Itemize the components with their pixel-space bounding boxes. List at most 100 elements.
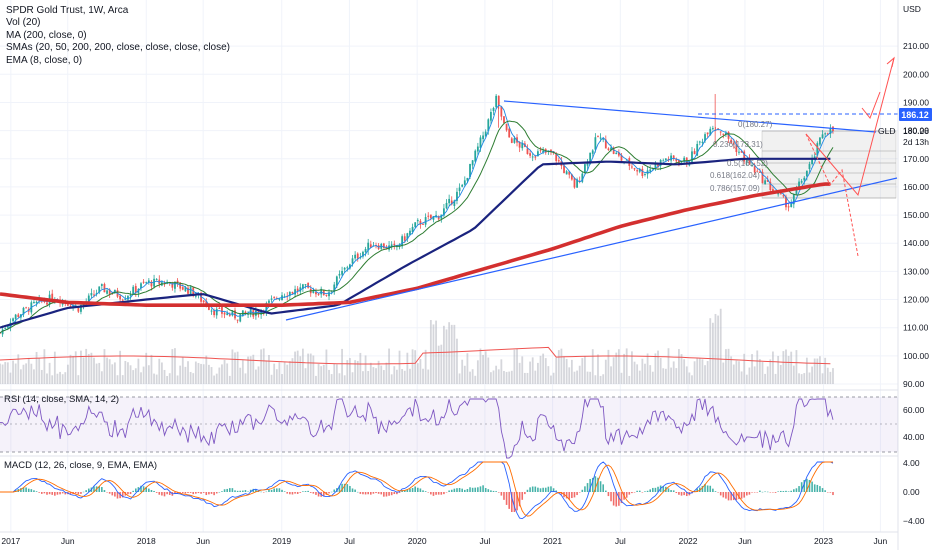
upper-trendline	[503, 100, 877, 133]
macd-histogram-bar	[200, 492, 202, 494]
candle-body	[753, 166, 756, 173]
candle-body	[591, 150, 594, 154]
macd-histogram-bar	[430, 492, 432, 495]
chart-title[interactable]: SPDR Gold Trust, 1W, Arca	[6, 5, 129, 16]
volume-bar	[537, 362, 539, 384]
volume-bar	[672, 361, 675, 384]
rsi-legend[interactable]: RSI (14, close, SMA, 14, 2)	[4, 394, 120, 405]
projection-down-arrow	[805, 133, 859, 257]
candle-body	[450, 200, 453, 205]
volume-bar	[349, 358, 351, 384]
sma-50-line	[0, 157, 831, 329]
macd-histogram-bar	[719, 492, 722, 496]
candle-body	[268, 300, 270, 303]
candle-body	[670, 155, 672, 161]
candle-body	[98, 286, 101, 293]
candle-body	[471, 160, 474, 166]
candle-body	[448, 198, 451, 204]
fib-zone	[761, 130, 897, 199]
macd-histogram-bar	[106, 492, 108, 493]
macd-histogram-bar	[388, 492, 390, 496]
volume-bar	[761, 362, 764, 384]
volume-bar	[523, 372, 526, 384]
price-axis[interactable]: 90.00 100.00 110.00 120.00 130.00 140.00 150.0…	[903, 41, 929, 389]
volume-bar	[372, 367, 375, 384]
macd-histogram-bar	[215, 492, 218, 494]
volume-bar	[597, 354, 599, 384]
volume-bar	[805, 357, 808, 384]
volume-bar	[17, 354, 20, 384]
volume-bar	[764, 373, 766, 384]
volume-bar	[181, 356, 184, 384]
candle-body	[711, 128, 714, 130]
volume-bar	[74, 351, 77, 384]
volume-bar	[202, 364, 205, 384]
macd-histogram-bar	[753, 492, 756, 493]
candle-body	[124, 299, 127, 301]
volume-bar	[380, 365, 383, 384]
legend-volume[interactable]: Vol (20)	[6, 17, 41, 29]
candle-body	[589, 152, 592, 165]
macd-histogram-bar	[228, 488, 231, 492]
last-price-label: 180.28	[903, 126, 929, 136]
volume-bar	[382, 370, 385, 384]
macd-legend[interactable]: MACD (12, 26, close, 9, EMA, EMA)	[4, 460, 158, 471]
volume-bar	[322, 364, 325, 384]
macd-histogram-bar	[150, 490, 153, 492]
time-tick-label: 2017	[1, 536, 20, 546]
volume-bar	[479, 348, 482, 384]
macd-histogram-bar	[101, 487, 103, 492]
volume-bar	[659, 357, 662, 384]
macd-histogram-bar	[281, 489, 283, 492]
volume-bar	[85, 348, 88, 384]
macd-histogram-bar	[450, 489, 453, 492]
macd-histogram-bar	[610, 492, 612, 502]
macd-histogram-bar	[456, 488, 458, 492]
candle-body	[664, 158, 667, 161]
candle-body	[22, 307, 25, 315]
candle-body	[14, 314, 17, 320]
legend-ma[interactable]: MA (200, close, 0)	[6, 29, 87, 41]
macd-histogram-bar	[445, 492, 448, 493]
volume-bar	[445, 329, 448, 384]
volume-bar	[508, 371, 511, 384]
volume-bar	[90, 352, 93, 384]
legend-smas[interactable]: SMAs (20, 50, 200, 200, close, close, cl…	[6, 42, 230, 54]
candle-body	[108, 289, 111, 294]
legend-ema[interactable]: EMA (8, close, 0)	[6, 54, 83, 66]
macd-histogram-bar	[513, 492, 516, 512]
volume-bar	[315, 375, 317, 384]
candle-body	[72, 305, 75, 307]
candle-body	[369, 244, 372, 248]
volume-bar	[544, 358, 547, 384]
volume-bar	[247, 356, 249, 384]
macd-histogram-bar	[652, 487, 654, 492]
macd-histogram-bar	[257, 491, 260, 492]
candle-body	[761, 171, 764, 184]
candle-body	[779, 191, 782, 195]
macd-histogram-bar	[740, 492, 743, 499]
candle-body	[424, 217, 427, 225]
volume-bar	[482, 354, 484, 384]
volume-bar	[484, 351, 487, 384]
time-tick-label: Jul	[344, 536, 355, 546]
macd-histogram-bar	[362, 492, 364, 495]
candle-body	[278, 298, 281, 300]
volume-bar	[777, 355, 780, 384]
macd-histogram-bar	[103, 490, 106, 492]
volume-bar	[589, 371, 592, 384]
volume-bar	[231, 349, 234, 384]
volume-bar	[628, 375, 631, 384]
volume-bar	[440, 344, 443, 384]
candle-body	[312, 290, 315, 294]
candle-body	[226, 313, 229, 316]
time-tick-label: Jun	[874, 536, 888, 546]
candle-body	[649, 169, 652, 172]
time-axis[interactable]: 2017 Jun 2018 Jun 2019 Jul 2020 Jul 2021 Jul 2022 J…	[1, 536, 887, 546]
volume-bar	[813, 358, 816, 384]
volume-bar	[296, 350, 299, 384]
price-tick-label: 140.00	[903, 238, 929, 248]
macd-histogram-bar	[398, 492, 401, 493]
volume-bar	[719, 308, 722, 384]
